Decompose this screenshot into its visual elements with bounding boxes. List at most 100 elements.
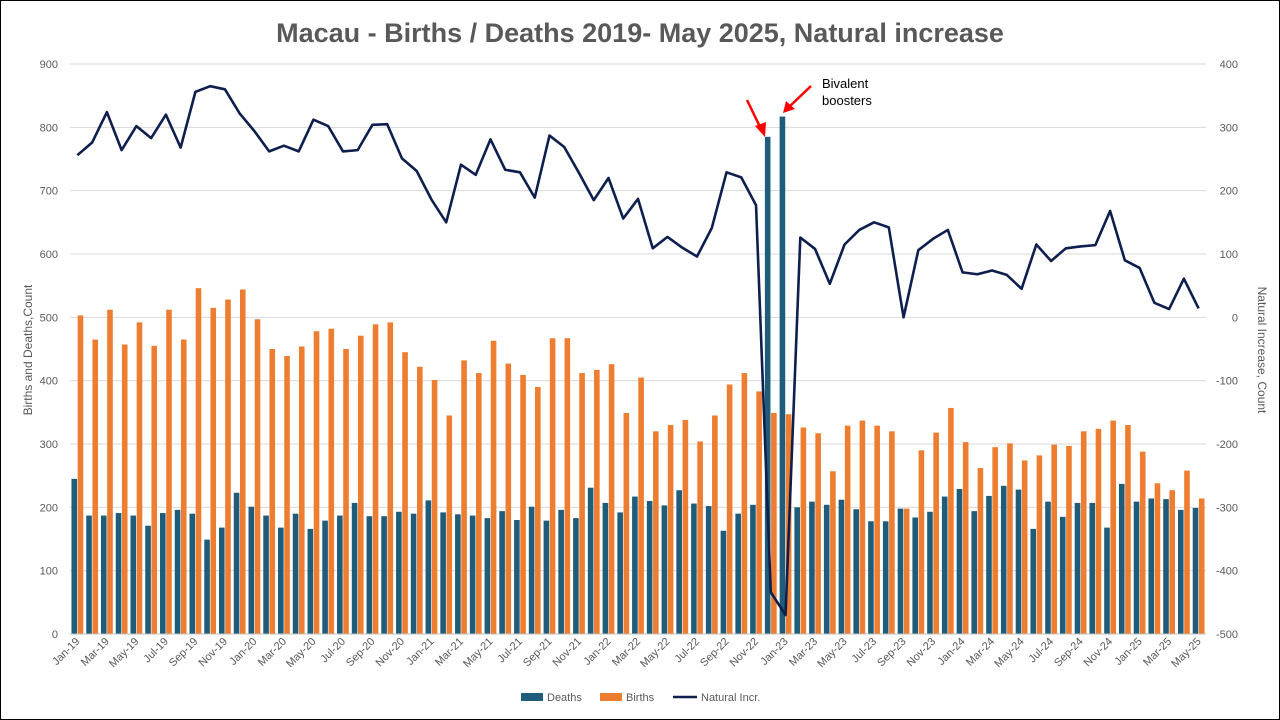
deaths-bar [587, 487, 594, 634]
legend-swatch-deaths [521, 693, 543, 701]
births-bar [1051, 444, 1057, 634]
deaths-bar [617, 512, 623, 634]
births-bar [1080, 431, 1087, 634]
births-bar [579, 373, 585, 634]
y-tick-label: 900 [40, 59, 58, 71]
deaths-bar [248, 506, 255, 634]
x-tick-label: Nov-20 [374, 636, 408, 670]
y-tick-label: 500 [40, 312, 58, 324]
deaths-bar [351, 502, 358, 634]
births-bar [549, 338, 556, 634]
deaths-bar [882, 521, 889, 634]
births-bar [830, 471, 836, 634]
births-bar [859, 420, 866, 634]
births-bar [653, 431, 659, 634]
y-tick-label: 400 [40, 376, 58, 388]
births-bar [564, 338, 571, 634]
y-tick-label: 700 [40, 186, 58, 198]
deaths-bar [425, 500, 432, 634]
deaths-bar [986, 495, 992, 634]
annotation-line-2: boosters [822, 93, 872, 108]
births-bar [313, 331, 320, 634]
deaths-bar [971, 511, 978, 634]
right-axis-title: Natural Increase, Count [1255, 287, 1269, 414]
births-bar [638, 377, 644, 634]
x-tick-label: May-20 [284, 636, 318, 670]
annotation-line-1: Bivalent [822, 76, 869, 91]
x-tick-label: Mar-24 [964, 636, 997, 669]
deaths-bar [1133, 501, 1140, 634]
y2-tick-label: -500 [1216, 629, 1238, 641]
births-bar [343, 349, 349, 634]
births-bar [697, 441, 703, 634]
births-bar [431, 380, 438, 634]
x-tick-label: Mar-19 [79, 636, 112, 669]
deaths-bar [779, 116, 786, 635]
deaths-bar [381, 516, 387, 634]
y-tick-label: 800 [40, 122, 58, 134]
deaths-bar [322, 520, 328, 634]
legend-label-births: Births [626, 692, 655, 704]
x-tick-label: Mar-23 [787, 636, 820, 669]
births-bar [166, 309, 172, 634]
births-bar [151, 345, 158, 634]
x-tick-label: Sep-21 [521, 636, 555, 670]
births-bar [490, 340, 497, 634]
births-bar [918, 450, 925, 634]
births-bar [387, 322, 394, 634]
births-bar [417, 366, 423, 634]
x-tick-label: May-25 [1169, 636, 1203, 670]
deaths-bar [897, 508, 904, 634]
deaths-bar [366, 516, 373, 634]
births-bar [1169, 490, 1176, 634]
deaths-bar [410, 513, 417, 634]
annotation-arrowhead-left [755, 122, 766, 137]
deaths-bar [941, 496, 948, 634]
deaths-bar [1074, 502, 1081, 634]
births-bar [962, 442, 969, 634]
births-bar [726, 384, 733, 634]
births-bar [535, 387, 541, 634]
deaths-bar [469, 515, 476, 634]
deaths-bar [1030, 528, 1037, 634]
deaths-bar [1045, 501, 1051, 634]
y2-tick-label: 400 [1220, 59, 1238, 71]
y-tick-label: 600 [40, 249, 58, 261]
y2-tick-label: -200 [1216, 439, 1238, 451]
x-tick-label: Mar-22 [610, 636, 643, 669]
y2-tick-label: -300 [1216, 502, 1238, 514]
x-tick-label: May-24 [992, 636, 1026, 670]
deaths-bar [292, 513, 299, 634]
deaths-bar [1000, 485, 1007, 634]
y2-tick-label: -100 [1216, 376, 1238, 388]
births-bar [741, 373, 748, 634]
left-axis-title: Births and Deaths,Count [21, 284, 35, 415]
deaths-bar [337, 515, 343, 634]
x-tick-label: Jan-24 [935, 636, 967, 668]
y-tick-label: 300 [40, 439, 58, 451]
births-bar [1184, 470, 1190, 634]
births-bar [815, 433, 821, 634]
births-bar [1139, 451, 1146, 634]
deaths-bar [720, 530, 727, 634]
births-bar [77, 315, 84, 634]
births-bar [1154, 483, 1161, 634]
deaths-bar [100, 515, 107, 634]
births-bar [476, 373, 482, 634]
births-bar [446, 415, 453, 634]
deaths-bar [558, 509, 564, 634]
deaths-bar [233, 492, 240, 634]
births-bar [889, 431, 895, 634]
x-tick-label: Sep-20 [344, 636, 378, 670]
deaths-bar [1089, 502, 1096, 634]
deaths-bar [455, 514, 461, 634]
births-bar [269, 349, 276, 634]
natural-increase-line-layer [76, 84, 1200, 617]
deaths-bar [602, 502, 609, 634]
deaths-bar [278, 527, 284, 634]
births-bar [254, 319, 261, 634]
births-bar [800, 427, 807, 634]
x-tick-label: Nov-23 [905, 636, 939, 670]
